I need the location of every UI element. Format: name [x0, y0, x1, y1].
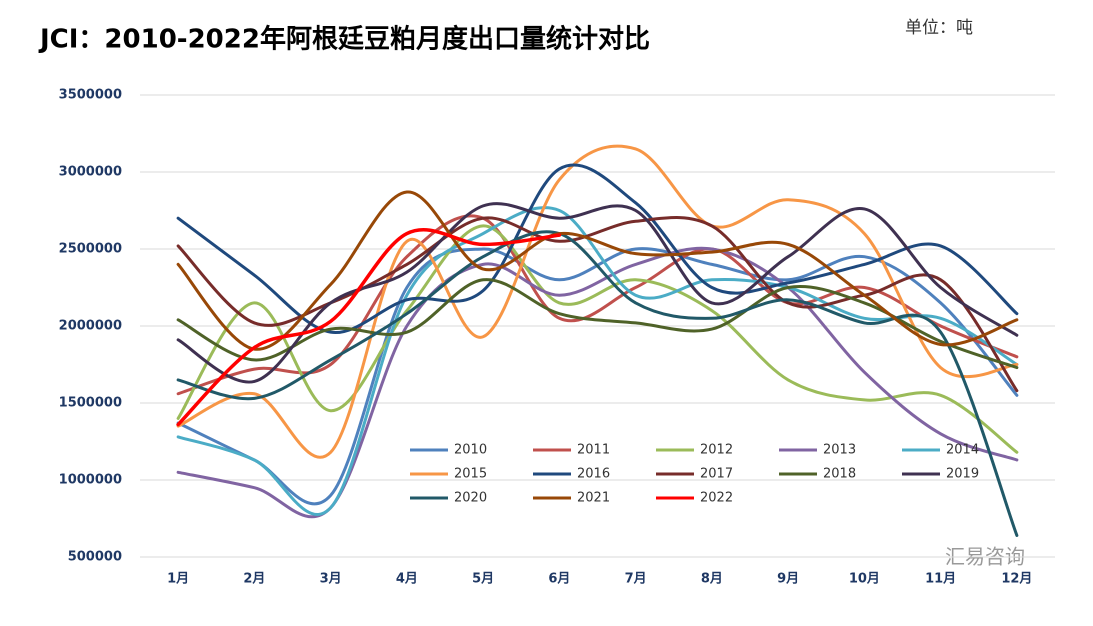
y-tick-label: 500000 — [68, 550, 122, 565]
x-tick-label: 3月 — [320, 572, 342, 587]
x-tick-label: 1月 — [167, 572, 189, 587]
series-line — [176, 206, 1019, 517]
series-line — [176, 144, 1019, 459]
legend-label: 2022 — [700, 491, 733, 506]
y-tick-label: 2000000 — [59, 319, 122, 334]
x-tick-label: 5月 — [472, 572, 494, 587]
x-tick-label: 2月 — [243, 572, 265, 587]
x-tick-label: 6月 — [548, 572, 570, 587]
y-tick-label: 3500000 — [59, 88, 122, 103]
y-tick-label: 1000000 — [59, 473, 122, 488]
series-line — [176, 247, 1019, 506]
y-tick-label: 2500000 — [59, 242, 122, 257]
chart-title: JCI：2010-2022年阿根廷豆粕月度出口量统计对比 — [38, 24, 650, 55]
legend-label: 2015 — [454, 467, 487, 482]
series-line — [176, 163, 1019, 334]
x-tick-label: 7月 — [625, 572, 647, 587]
series-line — [176, 214, 1019, 396]
x-tick-label: 9月 — [777, 572, 799, 587]
unit-label: 单位：吨 — [905, 18, 973, 38]
x-tick-label: 10月 — [849, 572, 880, 587]
y-tick-label: 3000000 — [59, 165, 122, 180]
legend-label: 2017 — [700, 467, 733, 482]
legend-label: 2019 — [946, 467, 979, 482]
y-tick-label: 1500000 — [59, 396, 122, 411]
x-tick-label: 12月 — [1001, 572, 1032, 587]
series-line — [176, 278, 1019, 370]
legend-label: 2013 — [823, 443, 856, 458]
series-line — [176, 202, 1019, 384]
legend-label: 2016 — [577, 467, 610, 482]
legend-label: 2014 — [946, 443, 979, 458]
x-tick-label: 8月 — [701, 572, 723, 587]
legend-label: 2021 — [577, 491, 610, 506]
legend-label: 2011 — [577, 443, 610, 458]
legend-label: 2018 — [823, 467, 856, 482]
legend-label: 2012 — [700, 443, 733, 458]
x-tick-label: 11月 — [925, 572, 956, 587]
series-line — [176, 228, 562, 427]
series-line — [176, 216, 1019, 393]
series-line — [176, 190, 1019, 351]
legend-label: 2010 — [454, 443, 487, 458]
series-line — [176, 224, 1019, 454]
series-line — [176, 230, 1019, 537]
x-tick-label: 4月 — [396, 572, 418, 587]
legend-label: 2020 — [454, 491, 487, 506]
